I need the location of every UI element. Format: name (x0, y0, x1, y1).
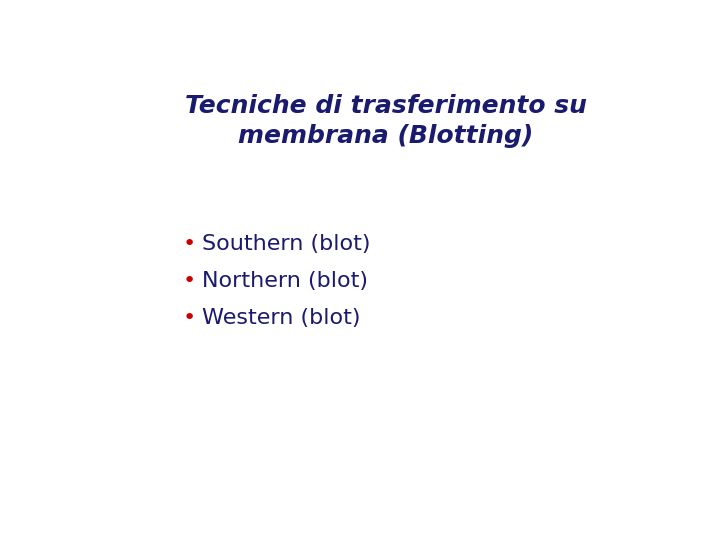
Text: •: • (183, 234, 196, 254)
Text: Northern (blot): Northern (blot) (202, 271, 368, 291)
Text: Tecniche di trasferimento su
membrana (Blotting): Tecniche di trasferimento su membrana (B… (185, 94, 587, 147)
Text: •: • (183, 271, 196, 291)
Text: Western (blot): Western (blot) (202, 308, 360, 328)
Text: •: • (183, 308, 196, 328)
Text: Southern (blot): Southern (blot) (202, 234, 370, 254)
